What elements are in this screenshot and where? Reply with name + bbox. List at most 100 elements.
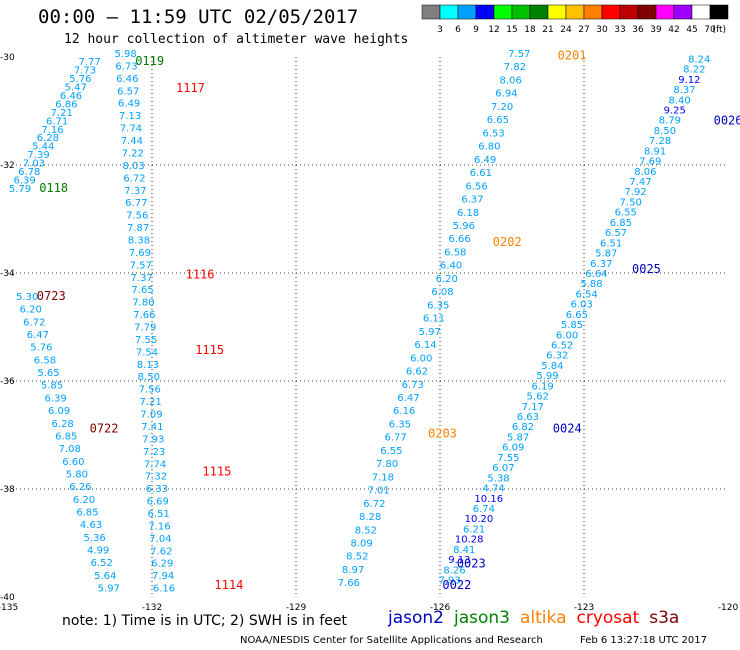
- legend-jason2: jason2: [388, 608, 444, 628]
- lon-tick-label: -126: [430, 603, 451, 612]
- colorbar-tick-label: 24: [560, 25, 572, 35]
- wave-height-value: 6.47: [397, 393, 419, 404]
- wave-height-value: 7.73: [74, 66, 96, 77]
- colorbar-unit: (ft): [712, 25, 726, 35]
- wave-height-value: 7.20: [491, 102, 513, 113]
- wave-height-value: 8.06: [634, 167, 656, 178]
- wave-height-value: 8.13: [137, 360, 159, 371]
- pass-time-label: 0022: [442, 578, 471, 592]
- pass-time-label: 0722: [90, 421, 119, 435]
- wave-height-value: 7.16: [148, 521, 170, 532]
- wave-height-value: 7.32: [145, 472, 167, 483]
- wave-height-value: 8.97: [342, 565, 364, 576]
- wave-height-value: 6.21: [463, 524, 485, 535]
- wave-height-value: 7.50: [620, 197, 642, 208]
- wave-height-value: 6.69: [147, 497, 169, 508]
- wave-height-value: 8.26: [443, 565, 465, 576]
- wave-height-value: 6.03: [571, 300, 593, 311]
- wave-height-value: 6.63: [517, 412, 539, 423]
- wave-height-value: 8.09: [350, 539, 372, 550]
- wave-height-value: 9.25: [664, 105, 686, 116]
- wave-height-value: 8.24: [688, 54, 710, 65]
- wave-height-value: 5.96: [453, 221, 475, 232]
- wave-height-value: 5.88: [580, 279, 602, 290]
- wave-height-value: 6.20: [436, 274, 458, 285]
- lat-tick-label: -40: [0, 593, 15, 603]
- wave-height-value: 7.87: [127, 223, 149, 234]
- colorbar-tick-label: 3: [437, 25, 443, 35]
- wave-height-value: 6.71: [46, 116, 68, 127]
- wave-height-value: 6.80: [478, 142, 500, 153]
- wave-height-value: 7.21: [139, 397, 161, 408]
- wave-height-value: 6.51: [600, 238, 622, 249]
- legend-cryosat: cryosat: [576, 608, 640, 628]
- wave-height-value: 5.44: [32, 142, 54, 153]
- pass-time-label: 0723: [37, 289, 66, 303]
- pass-time-label: 0024: [553, 421, 582, 435]
- wave-height-value: 6.28: [37, 133, 59, 144]
- colorbar-tick-label: 21: [542, 25, 553, 35]
- footnote: note: 1) Time is in UTC; 2) SWH is in fe…: [62, 613, 348, 629]
- wave-height-value: 6.82: [512, 422, 534, 433]
- credit-line: NOAA/NESDIS Center for Satellite Applica…: [240, 635, 543, 646]
- wave-height-value: 6.53: [483, 128, 505, 139]
- wave-height-value: 7.08: [59, 444, 81, 455]
- wave-height-value: 6.39: [14, 176, 36, 187]
- pass-time-label: 0202: [493, 235, 522, 249]
- wave-height-value: 6.51: [148, 509, 170, 520]
- pass-time-label: 0023: [457, 556, 486, 570]
- wave-height-value: 7.82: [504, 62, 526, 73]
- wave-height-value: 5.76: [69, 74, 91, 85]
- colorbar-swatch: [709, 4, 729, 20]
- wave-height-value: 6.74: [473, 504, 495, 515]
- lon-tick-label: -129: [286, 603, 307, 612]
- wave-height-value: 8.38: [128, 235, 150, 246]
- colorbar-tick-label: 36: [632, 25, 644, 35]
- wave-height-value: 7.17: [522, 402, 544, 413]
- legend-altika: altika: [520, 608, 567, 628]
- wave-height-value: 7.92: [624, 187, 646, 198]
- wave-height-value: 7.69: [639, 157, 661, 168]
- wave-height-value: 7.21: [51, 108, 73, 119]
- wave-height-value: 5.64: [94, 571, 116, 582]
- wave-height-value: 8.37: [673, 85, 695, 96]
- wave-height-value: 7.37: [131, 273, 153, 284]
- wave-height-colorbar: 3 6 9 12 15 18 21 24 27 30 33 36 39 42 45 70(ft): [421, 4, 729, 35]
- wave-height-value: 6.62: [406, 367, 428, 378]
- wave-height-value: 7.04: [149, 534, 171, 545]
- wave-height-value: 5.85: [41, 381, 63, 392]
- wave-height-value: 6.61: [470, 168, 492, 179]
- wave-height-value: 8.40: [668, 95, 690, 106]
- wave-height-value: 6.16: [153, 584, 175, 595]
- wave-height-value: 6.94: [495, 89, 517, 100]
- wave-height-value: 7.54: [136, 347, 158, 358]
- legend-s3a: s3a: [649, 608, 680, 628]
- wave-height-value: 10.16: [474, 494, 503, 505]
- wave-height-value: 8.91: [644, 146, 666, 157]
- colorbar-tick-label: 70: [704, 25, 716, 35]
- wave-height-value: 6.00: [410, 353, 432, 364]
- wave-height-value: 7.55: [497, 453, 519, 464]
- wave-height-value: 6.55: [615, 208, 637, 219]
- wave-height-value: 6.35: [427, 300, 449, 311]
- wave-height-value: 6.39: [44, 393, 66, 404]
- wave-height-value: 6.09: [48, 406, 70, 417]
- wave-height-value: 6.09: [502, 443, 524, 454]
- lon-tick-label: -123: [574, 603, 594, 612]
- wave-height-value: 6.40: [440, 261, 462, 272]
- wave-height-value: 6.86: [55, 99, 77, 110]
- wave-height-value: 5.87: [507, 432, 529, 443]
- wave-height-value: 6.85: [76, 508, 98, 519]
- map-subtitle: 12 hour collection of altimeter wave hei…: [64, 32, 409, 47]
- wave-height-value: 5.36: [83, 533, 105, 544]
- wave-height-value: 5.65: [37, 368, 59, 379]
- wave-height-value: 6.28: [52, 419, 74, 430]
- wave-height-value: 6.57: [117, 86, 139, 97]
- colorbar-tick-label: 9: [473, 25, 479, 35]
- wave-height-value: 7.69: [129, 248, 151, 259]
- wave-height-value: 7.93: [142, 434, 164, 445]
- wave-height-value: 4.63: [80, 520, 102, 531]
- wave-height-value: 6.65: [566, 310, 588, 321]
- wave-height-value: 7.18: [372, 472, 394, 483]
- lon-tick-label: -132: [142, 603, 162, 612]
